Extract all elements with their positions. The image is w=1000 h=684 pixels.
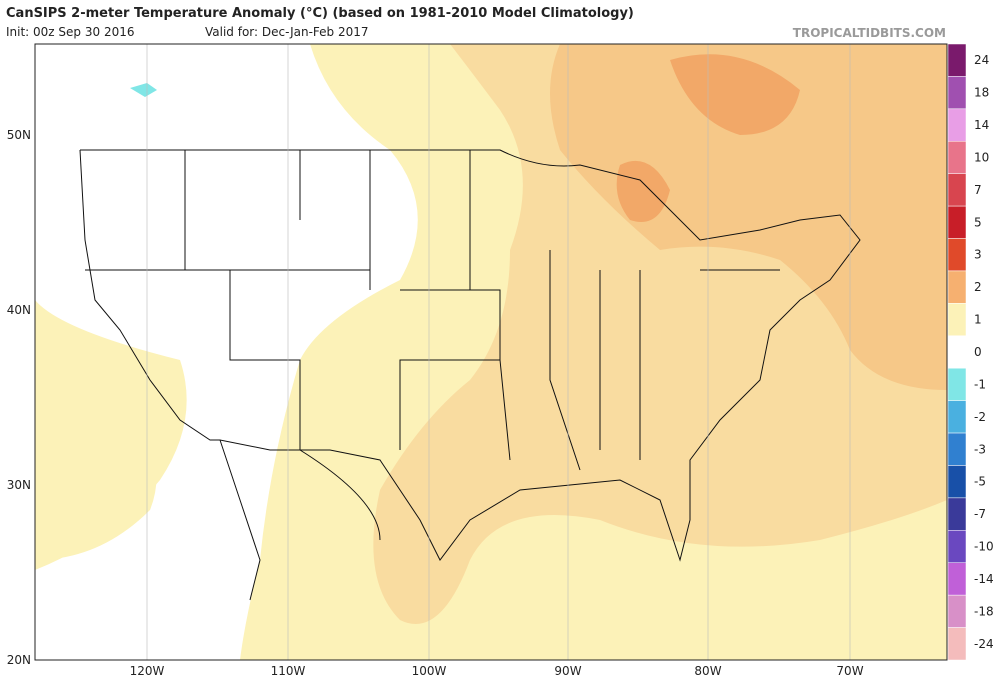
colorbar-swatch bbox=[947, 594, 967, 628]
colorbar-label: 7 bbox=[974, 183, 982, 197]
lon-label: 110W bbox=[271, 664, 306, 678]
colorbar-swatch bbox=[947, 43, 967, 77]
anomaly-fill bbox=[130, 83, 157, 97]
lat-label: 50N bbox=[7, 128, 31, 142]
colorbar-swatch bbox=[947, 530, 967, 563]
lon-labels: 120W 110W 100W 90W 80W 70W bbox=[130, 664, 864, 678]
graticule bbox=[146, 44, 851, 660]
lon-label: 70W bbox=[836, 664, 863, 678]
colorbar-swatch bbox=[947, 238, 967, 272]
colorbar-swatch bbox=[947, 335, 967, 369]
colorbar-swatch bbox=[947, 400, 967, 434]
colorbar-swatch bbox=[947, 205, 967, 239]
lat-label: 40N bbox=[7, 303, 31, 317]
lon-label: 120W bbox=[130, 664, 165, 678]
colorbar-swatch bbox=[947, 627, 967, 661]
colorbar-label: -7 bbox=[974, 507, 986, 521]
zero-anomaly-region bbox=[35, 44, 418, 660]
boundaries bbox=[79, 149, 861, 601]
colorbar-label: -14 bbox=[974, 572, 994, 586]
colorbar-swatch bbox=[947, 270, 967, 304]
colorbar-label: 0 bbox=[974, 345, 982, 359]
colorbar-label: -18 bbox=[974, 604, 994, 618]
colorbar-label: 5 bbox=[974, 215, 982, 229]
colorbar-label: 14 bbox=[974, 118, 989, 132]
colorbar-swatch bbox=[947, 108, 967, 142]
colorbar-label: 10 bbox=[974, 150, 989, 164]
colorbar-label: 1 bbox=[974, 313, 982, 327]
colorbar-swatch bbox=[947, 497, 967, 531]
site-credit: TROPICALTIDBITS.COM bbox=[793, 26, 946, 40]
colorbar-swatch bbox=[947, 141, 967, 174]
colorbar-label: 2 bbox=[974, 280, 982, 294]
valid-time: Valid for: Dec-Jan-Feb 2017 bbox=[205, 25, 369, 39]
colorbar-label: -5 bbox=[974, 475, 986, 489]
init-time: Init: 00z Sep 30 2016 bbox=[6, 25, 134, 39]
colorbar-label: -2 bbox=[974, 410, 986, 424]
colorbar-label: -10 bbox=[974, 540, 994, 554]
anomaly-fill bbox=[35, 360, 157, 560]
colorbar-swatch bbox=[947, 562, 967, 596]
colorbar-swatch bbox=[947, 303, 967, 337]
title: CanSIPS 2-meter Temperature Anomaly (°C)… bbox=[6, 6, 634, 21]
lon-label: 90W bbox=[554, 664, 581, 678]
colorbar-swatch bbox=[947, 432, 967, 466]
colorbar-swatch bbox=[947, 173, 967, 207]
lat-label: 30N bbox=[7, 478, 31, 492]
lat-label: 20N bbox=[7, 653, 31, 667]
colorbar-swatch bbox=[947, 367, 967, 401]
lon-label: 100W bbox=[412, 664, 447, 678]
map-frame bbox=[34, 43, 948, 661]
colorbar-swatch bbox=[947, 465, 967, 499]
colorbar-label: 18 bbox=[974, 86, 989, 100]
colorbar-label: -3 bbox=[974, 442, 986, 456]
anomaly-fill bbox=[550, 44, 947, 390]
colorbar-label: 3 bbox=[974, 248, 982, 262]
colorbar-label: -24 bbox=[974, 637, 994, 651]
colorbar-label: 24 bbox=[974, 53, 989, 67]
colorbar-label: -1 bbox=[974, 377, 986, 391]
anomaly-fill bbox=[616, 54, 800, 223]
lon-label: 80W bbox=[694, 664, 721, 678]
lat-labels: 50N 40N 30N 20N bbox=[7, 128, 31, 667]
colorbar-swatch bbox=[947, 76, 967, 110]
map-area bbox=[34, 43, 948, 661]
